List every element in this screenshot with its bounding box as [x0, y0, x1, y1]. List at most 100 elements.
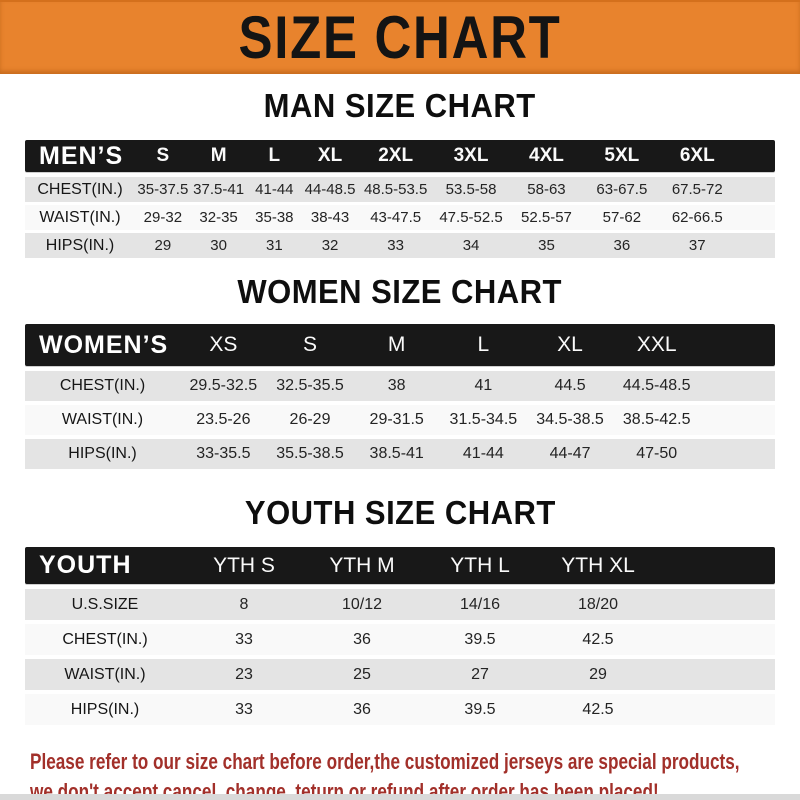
size-column-header: S: [303, 333, 318, 356]
size-column-header: YTH XL: [561, 553, 635, 577]
row-label: CHEST(IN.): [59, 377, 146, 394]
value-cell: 58-63: [527, 181, 566, 198]
table-row: WAIST(IN.) 23.5-26 26-29 29-31.5 31.5-34…: [25, 405, 775, 435]
row-label: WAIST(IN.): [61, 411, 144, 428]
women-size-table: WOMEN’S XS S M L XL XXL CHEST(IN.) 29.5-…: [25, 324, 775, 469]
value-cell: 33-35.5: [196, 445, 251, 462]
value-cell: 38.5-41: [369, 445, 424, 462]
bottom-divider: [0, 794, 800, 800]
value-cell: 31: [265, 237, 283, 254]
men-size-table: MEN’S S M L XL 2XL 3XL 4XL 5XL 6XL CHEST…: [25, 140, 775, 258]
value-cell: 39.5: [464, 700, 496, 718]
value-cell: 37: [688, 237, 706, 254]
value-cell: 44-48.5: [304, 181, 356, 198]
value-cell: 31.5-34.5: [449, 411, 518, 428]
value-cell: 36: [353, 630, 371, 648]
value-cell: 33: [387, 237, 404, 254]
size-column-header: YTH M: [329, 553, 395, 577]
value-cell: 8: [239, 595, 249, 613]
value-cell: 38: [387, 377, 406, 394]
value-cell: 41-44: [255, 181, 294, 198]
men-section-title: MAN SIZE CHART: [0, 86, 800, 126]
size-column-header: 2XL: [378, 145, 414, 166]
value-cell: 32: [321, 237, 339, 254]
value-cell: 52.5-57: [521, 209, 572, 226]
value-cell: 42.5: [582, 700, 614, 718]
value-cell: 10/12: [341, 595, 383, 613]
size-chart-banner: SIZE CHART: [0, 0, 800, 74]
table-row: CHEST(IN.) 35-37.5 37.5-41 41-44 44-48.5…: [25, 177, 775, 202]
value-cell: 18/20: [577, 595, 619, 613]
value-cell: 44.5-48.5: [622, 377, 691, 394]
size-column-header: 4XL: [529, 145, 564, 166]
women-section-title-text: WOMEN SIZE CHART: [237, 273, 563, 310]
note-line-1: Please refer to our size chart before or…: [30, 749, 740, 774]
row-label: WAIST(IN.): [64, 665, 146, 683]
value-cell: 30: [210, 237, 227, 254]
banner-title: SIZE CHART: [238, 4, 562, 71]
row-label: HIPS(IN.): [45, 236, 115, 254]
value-cell: 32-35: [199, 209, 238, 226]
value-cell: 38-43: [310, 209, 350, 226]
value-cell: 37.5-41: [193, 181, 245, 198]
row-label: CHEST(IN.): [37, 180, 123, 198]
value-cell: 14/16: [459, 595, 501, 613]
value-cell: 23: [235, 665, 253, 683]
value-cell: 25: [353, 665, 371, 683]
value-cell: 34: [462, 237, 480, 254]
row-label: CHEST(IN.): [62, 630, 148, 648]
table-row: HIPS(IN.) 33-35.5 35.5-38.5 38.5-41 41-4…: [25, 439, 775, 469]
size-column-header: XXL: [636, 333, 677, 356]
women-header-label: WOMEN’S: [39, 330, 169, 359]
value-cell: 47-50: [636, 445, 678, 462]
size-column-header: YTH L: [450, 553, 510, 577]
size-column-header: M: [210, 145, 227, 166]
value-cell: 35.5-38.5: [276, 445, 344, 462]
value-cell: 47.5-52.5: [439, 209, 503, 226]
value-cell: 29: [589, 665, 607, 683]
value-cell: 27: [471, 665, 489, 683]
size-column-header: 5XL: [604, 145, 640, 166]
value-cell: 33: [235, 630, 253, 648]
value-cell: 36: [613, 237, 631, 254]
value-cell: 41: [474, 377, 493, 394]
value-cell: 35-38: [255, 209, 294, 226]
value-cell: 53.5-58: [445, 181, 497, 198]
youth-size-table: YOUTH YTH S YTH M YTH L YTH XL U.S.SIZE …: [25, 547, 775, 725]
value-cell: 42.5: [582, 630, 614, 648]
women-section-title: WOMEN SIZE CHART: [0, 272, 800, 312]
value-cell: 62-66.5: [671, 209, 723, 226]
value-cell: 43-47.5: [370, 209, 422, 226]
size-column-header: L: [477, 333, 490, 356]
women-header-row: WOMEN’S XS S M L XL XXL: [25, 324, 775, 366]
table-row: HIPS(IN.) 33 36 39.5 42.5: [25, 694, 775, 725]
value-cell: 23.5-26: [196, 411, 251, 428]
table-row: CHEST(IN.) 29.5-32.5 32.5-35.5 38 41 44.…: [25, 371, 775, 401]
row-label: U.S.SIZE: [71, 595, 139, 613]
value-cell: 39.5: [464, 630, 496, 648]
men-header-label: MEN’S: [39, 141, 124, 170]
table-row: WAIST(IN.) 23 25 27 29: [25, 659, 775, 690]
value-cell: 33: [235, 700, 253, 718]
size-column-header: 6XL: [679, 145, 715, 166]
row-label: HIPS(IN.): [70, 700, 140, 718]
size-column-header: XL: [317, 145, 343, 166]
size-column-header: M: [387, 333, 406, 356]
value-cell: 35-37.5: [137, 181, 189, 198]
youth-header-row: YOUTH YTH S YTH M YTH L YTH XL: [25, 547, 775, 584]
value-cell: 67.5-72: [671, 181, 723, 198]
youth-section-title-text: YOUTH SIZE CHART: [244, 494, 556, 531]
men-section-title-text: MAN SIZE CHART: [264, 87, 536, 124]
size-column-header: XL: [557, 333, 583, 356]
youth-header-label: YOUTH: [39, 551, 132, 579]
value-cell: 32.5-35.5: [276, 377, 344, 394]
value-cell: 26-29: [289, 411, 331, 428]
table-row: HIPS(IN.) 29 30 31 32 33 34 35 36 37: [25, 233, 775, 258]
table-row: WAIST(IN.) 29-32 32-35 35-38 38-43 43-47…: [25, 205, 775, 230]
size-column-header: L: [268, 145, 281, 166]
youth-section-title: YOUTH SIZE CHART: [0, 493, 800, 533]
value-cell: 57-62: [602, 209, 642, 226]
table-row: CHEST(IN.) 33 36 39.5 42.5: [25, 624, 775, 655]
value-cell: 63-67.5: [596, 181, 648, 198]
